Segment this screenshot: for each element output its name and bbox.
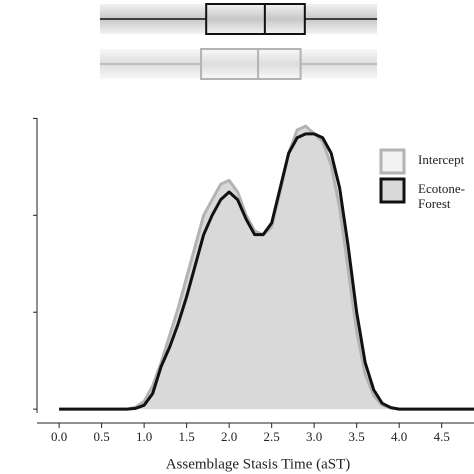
x-tick-label: 0.5 [93,429,109,444]
density-line [59,132,474,411]
legend-label-line: Forest [418,196,451,211]
x-tick-label: 2.0 [221,429,237,444]
x-tick-label: 1.0 [136,429,152,444]
x-tick-label: 4.5 [434,429,450,444]
x-tick-label: 3.0 [306,429,322,444]
legend-swatch [379,177,406,204]
legend-label-line: Ecotone- [418,181,465,196]
box [200,48,302,80]
x-tick-label: 3.5 [349,429,365,444]
x-tick-label: 4.0 [391,429,407,444]
x-tick-label: 0.0 [51,429,67,444]
box [205,3,306,35]
x-axis-label: Assemblage Stasis Time (aST) [166,456,351,472]
density-area [59,126,474,410]
x-tick-label: 1.5 [179,429,195,444]
legend-swatch [379,148,406,175]
x-tick-label: 2.5 [264,429,280,444]
legend-label: Ecotone-Forest [418,181,465,211]
legend-label: Intercept [418,152,465,167]
